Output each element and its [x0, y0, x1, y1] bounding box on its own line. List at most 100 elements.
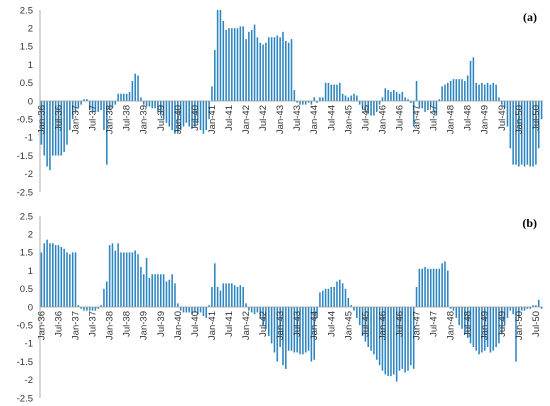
bar [131, 252, 134, 307]
bar [404, 97, 406, 101]
bar [287, 42, 290, 101]
x-tick-label: Jan-44 [309, 311, 320, 340]
bar [174, 101, 176, 134]
bar [182, 101, 185, 127]
y-tick-label: -1.5 [17, 151, 33, 162]
bar [415, 80, 418, 101]
x-tick-label: Jul-36 [54, 105, 65, 131]
bar [157, 274, 159, 307]
bar [233, 28, 236, 102]
x-tick-label: Jan-36 [36, 105, 47, 134]
bar [262, 307, 264, 326]
bar [151, 274, 154, 307]
bar [330, 286, 333, 307]
bar [529, 307, 531, 309]
bar [350, 95, 352, 101]
x-tick-label: Jan-47 [412, 105, 423, 134]
bar [356, 307, 358, 318]
bar [222, 20, 225, 102]
bar [83, 307, 85, 311]
bar [273, 37, 276, 101]
x-tick-label: Jan-42 [241, 105, 252, 134]
bar [532, 305, 534, 307]
bar [370, 101, 372, 116]
x-tick-label: Jan-38 [105, 311, 116, 340]
bar [106, 281, 108, 307]
bar [145, 101, 148, 107]
bar [179, 307, 182, 311]
bar [63, 101, 65, 152]
bar [168, 279, 171, 307]
bar [501, 307, 503, 335]
bar [134, 250, 136, 307]
bar [327, 288, 330, 307]
x-tick-label: Jan-40 [173, 311, 184, 340]
bar [46, 239, 48, 307]
x-tick-label: Jul-45 [360, 311, 371, 337]
bar [540, 101, 543, 120]
bar [57, 101, 60, 156]
y-tick-label: -2 [25, 375, 33, 386]
bar [421, 268, 423, 307]
bar [157, 101, 159, 112]
x-tick-label: Jul-44 [326, 105, 337, 131]
bar [216, 286, 219, 307]
x-tick-label: Jul-45 [360, 105, 371, 131]
bar [418, 101, 421, 109]
bar [125, 93, 128, 101]
bar [304, 307, 307, 353]
x-tick-label: Jul-41 [224, 311, 235, 337]
bar [381, 307, 384, 371]
bar [279, 37, 281, 101]
bar [267, 37, 270, 101]
bar [270, 307, 273, 344]
bar [290, 39, 293, 101]
bar [106, 101, 108, 165]
bar [458, 79, 460, 101]
bar [128, 252, 131, 307]
bar [464, 80, 466, 101]
bar [94, 307, 97, 311]
bar [188, 307, 190, 313]
bar [353, 307, 355, 311]
y-tick-label: 0 [28, 302, 33, 313]
bar [307, 101, 310, 103]
bar [43, 101, 46, 156]
bar [239, 26, 242, 102]
bar [208, 101, 210, 120]
x-tick-label: Jul-46 [395, 311, 406, 337]
bar [321, 290, 324, 307]
bar [358, 307, 361, 326]
bar [273, 307, 276, 353]
y-tick-label: 1 [28, 60, 33, 71]
bar [162, 101, 165, 120]
bar [148, 277, 151, 307]
x-tick-label: Jan-37 [71, 105, 82, 134]
bar [316, 101, 318, 103]
bar [449, 307, 452, 309]
bar [358, 101, 361, 105]
bar [393, 90, 395, 101]
bar [424, 101, 426, 112]
bar [250, 307, 253, 313]
bar [154, 101, 156, 109]
bar [387, 90, 389, 101]
bar [63, 248, 65, 307]
bar [196, 101, 199, 123]
bar [333, 286, 335, 307]
bar [66, 252, 68, 307]
bar [86, 99, 88, 101]
bar [535, 101, 537, 165]
bar [415, 286, 418, 307]
bar [520, 101, 523, 165]
bar [503, 101, 506, 109]
bar [265, 42, 267, 101]
bar [293, 90, 296, 101]
bar [364, 307, 367, 342]
bar [327, 82, 330, 101]
x-tick-label: Jan-41 [207, 105, 218, 134]
bar [515, 101, 517, 165]
x-tick-label: Jan-39 [139, 311, 150, 340]
x-tick-label: Jan-43 [275, 105, 286, 134]
bar [438, 99, 441, 101]
